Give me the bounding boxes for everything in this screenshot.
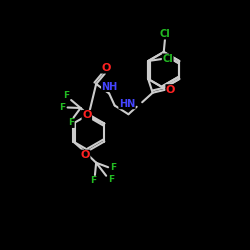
Text: O: O xyxy=(102,63,111,73)
Text: O: O xyxy=(82,110,92,120)
Text: F: F xyxy=(64,91,70,100)
Text: F: F xyxy=(110,163,117,172)
Text: Cl: Cl xyxy=(160,29,170,39)
Text: O: O xyxy=(166,85,175,95)
Text: F: F xyxy=(68,118,74,128)
Text: O: O xyxy=(80,150,90,160)
Text: Cl: Cl xyxy=(162,54,173,64)
Text: NH: NH xyxy=(102,82,118,92)
Text: F: F xyxy=(90,176,97,185)
Text: HN: HN xyxy=(119,99,135,109)
Text: F: F xyxy=(59,102,65,112)
Text: F: F xyxy=(108,175,115,184)
